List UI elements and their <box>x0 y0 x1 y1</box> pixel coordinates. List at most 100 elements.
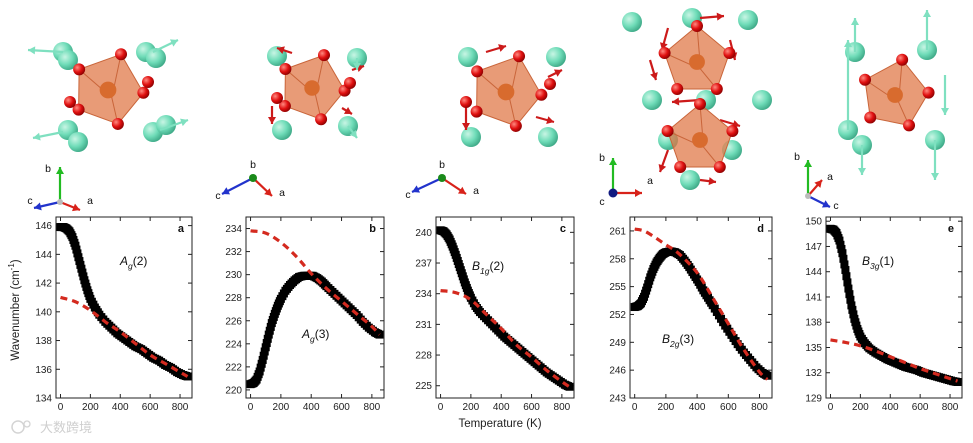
y-tick-label: 249 <box>609 338 626 349</box>
svg-text:a: a <box>87 195 93 207</box>
y-tick-label: 144 <box>805 267 822 278</box>
data-point <box>763 371 772 380</box>
data-point <box>844 284 853 293</box>
x-tick-label: 400 <box>689 402 706 413</box>
x-tick-label: 200 <box>658 402 675 413</box>
panel-letter: d <box>757 223 764 235</box>
y-tick-label: 228 <box>415 351 432 362</box>
data-point <box>846 295 855 304</box>
data-point <box>845 290 854 299</box>
data-point <box>263 334 272 343</box>
data-point <box>841 266 850 275</box>
y-tick-label: 222 <box>225 362 242 373</box>
x-tick-label: 0 <box>828 402 834 413</box>
y-tick-label: 261 <box>609 226 626 237</box>
data-point <box>849 310 858 319</box>
svg-text:b: b <box>439 159 445 171</box>
watermark-logo-dot-icon <box>23 420 31 428</box>
x-axis-label: Temperature (K) <box>458 418 541 430</box>
data-point <box>262 339 271 348</box>
y-tick-label: 228 <box>225 293 242 304</box>
svg-text:a: a <box>279 187 285 199</box>
x-tick-label: 400 <box>303 402 320 413</box>
x-tick-label: 600 <box>333 402 350 413</box>
watermark: 大数跨境 <box>11 420 92 435</box>
axis-triads: a b c a b c a b c a b c a b c <box>27 151 838 212</box>
panel-e: 0 200 400 600 800129132135138141144147150eB3… <box>805 216 963 413</box>
data-point <box>259 351 268 360</box>
x-tick-label: 0 <box>632 402 638 413</box>
x-tick-label: 200 <box>82 402 99 413</box>
x-tick-label: 800 <box>942 402 959 413</box>
y-tick-label: 220 <box>225 385 242 396</box>
y-tick-label: 141 <box>805 292 822 303</box>
svg-text:b: b <box>250 159 256 171</box>
x-tick-label: 600 <box>720 402 737 413</box>
x-tick-label: 0 <box>58 402 64 413</box>
y-tick-label: 224 <box>225 339 242 350</box>
data-point <box>848 305 857 314</box>
plot-frame <box>825 216 963 399</box>
plot-frame <box>629 216 773 399</box>
y-tick-label: 142 <box>35 279 52 290</box>
x-tick-label: 0 <box>248 402 254 413</box>
data-point <box>840 260 849 269</box>
model-dashed-line <box>60 295 189 378</box>
crystal-structure-1 <box>27 39 189 152</box>
watermark-logo-icon <box>11 420 25 434</box>
x-tick-label: 0 <box>438 402 444 413</box>
data-point <box>258 355 267 364</box>
svg-text:c: c <box>27 195 32 207</box>
x-tick-label: 800 <box>554 402 571 413</box>
y-tick-label: 234 <box>415 289 432 300</box>
model-dashed-line <box>440 289 571 389</box>
y-tick-label: 240 <box>415 228 432 239</box>
x-tick-label: 600 <box>912 402 929 413</box>
x-tick-label: 200 <box>852 402 869 413</box>
y-tick-label: 140 <box>35 307 52 318</box>
y-tick-label: 255 <box>609 282 626 293</box>
x-tick-label: 400 <box>493 402 510 413</box>
measured-series <box>246 271 384 389</box>
svg-text:b: b <box>599 152 605 164</box>
data-point <box>843 278 852 287</box>
y-tick-label: 231 <box>415 320 432 331</box>
y-tick-label: 144 <box>35 250 52 261</box>
data-point <box>837 244 846 253</box>
plot-frame <box>435 216 575 399</box>
data-point <box>842 272 851 281</box>
y-tick-label: 138 <box>35 336 52 347</box>
data-point <box>836 240 845 249</box>
y-tick-label: 246 <box>609 366 626 377</box>
panel-letter: b <box>369 223 376 235</box>
svg-text:大数跨境: 大数跨境 <box>40 420 92 435</box>
x-tick-label: 400 <box>882 402 899 413</box>
y-tick-label: 232 <box>225 247 242 258</box>
axis-triad-3: a b c <box>405 159 479 201</box>
data-point <box>847 301 856 310</box>
y-tick-label: 230 <box>225 270 242 281</box>
axis-triad-1: a b c <box>27 163 93 212</box>
data-point <box>839 254 848 263</box>
model-dashed-line <box>250 229 381 336</box>
panel-b: 0 200 400 600 800 220 222 224 226 228 230 232 234 b Ag… <box>225 216 385 413</box>
measured-series <box>630 247 772 380</box>
data-point <box>838 249 847 258</box>
y-axis-label: Wavenumber (cm-1) <box>7 259 22 360</box>
axis-triad-2: a b c <box>215 159 285 202</box>
x-tick-label: 200 <box>463 402 480 413</box>
x-tick-label: 800 <box>751 402 768 413</box>
y-tick-label: 150 <box>805 217 822 228</box>
model-dashed-line <box>634 227 769 381</box>
mode-label: Ag(3) <box>301 327 329 344</box>
axis-triad-5: a b c <box>794 151 839 212</box>
data-point <box>565 382 574 391</box>
panel-letter: c <box>560 223 566 235</box>
svg-text:c: c <box>405 189 410 201</box>
x-tick-label: 800 <box>172 402 189 413</box>
data-point <box>261 343 270 352</box>
svg-text:c: c <box>599 196 604 208</box>
y-tick-label: 132 <box>805 368 822 379</box>
axis-triad-4: a b c <box>599 152 653 208</box>
